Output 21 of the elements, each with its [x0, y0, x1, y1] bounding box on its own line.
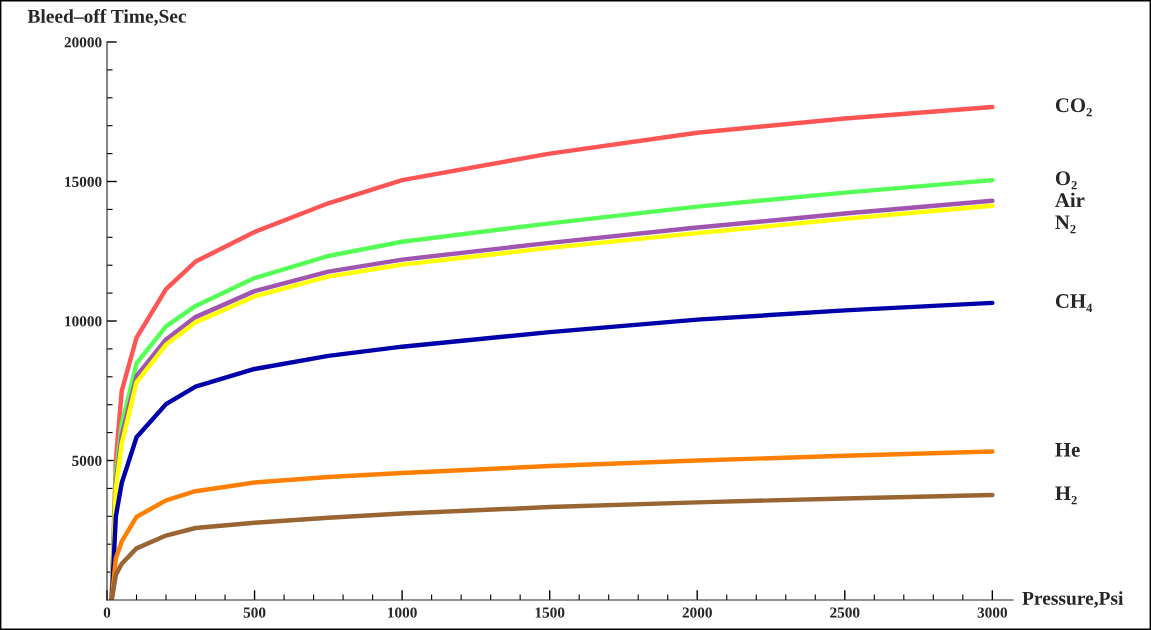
line-series [109, 492, 995, 600]
text: N₂ [1055, 215, 1076, 234]
x-tick-label: 1000 [388, 607, 417, 618]
text: Air [1055, 192, 1085, 208]
x-tick-label: 500 [243, 607, 266, 618]
text: CO₂ [1055, 98, 1092, 117]
x-tick-label: 1500 [535, 607, 565, 618]
x-tick-label: 2500 [830, 607, 860, 618]
x-tick-label: 2000 [682, 607, 712, 618]
y-tick-label: 20000 [64, 37, 102, 48]
text: H₂ [1055, 486, 1077, 505]
y-tick-label: 15000 [65, 176, 102, 187]
x-axis-title: Pressure,Psi [1022, 591, 1124, 608]
y-tick-label: 10000 [65, 316, 102, 327]
text: CH₄ [1055, 294, 1093, 313]
x-tick-label: 0 [103, 607, 111, 618]
text: He [1055, 442, 1080, 457]
y-tick-label: 5000 [72, 455, 102, 466]
text: O₂ [1055, 171, 1077, 190]
y-axis-title: Bleed–off Time,Sec [27, 8, 187, 26]
x-tick-label: 3000 [977, 607, 1008, 618]
